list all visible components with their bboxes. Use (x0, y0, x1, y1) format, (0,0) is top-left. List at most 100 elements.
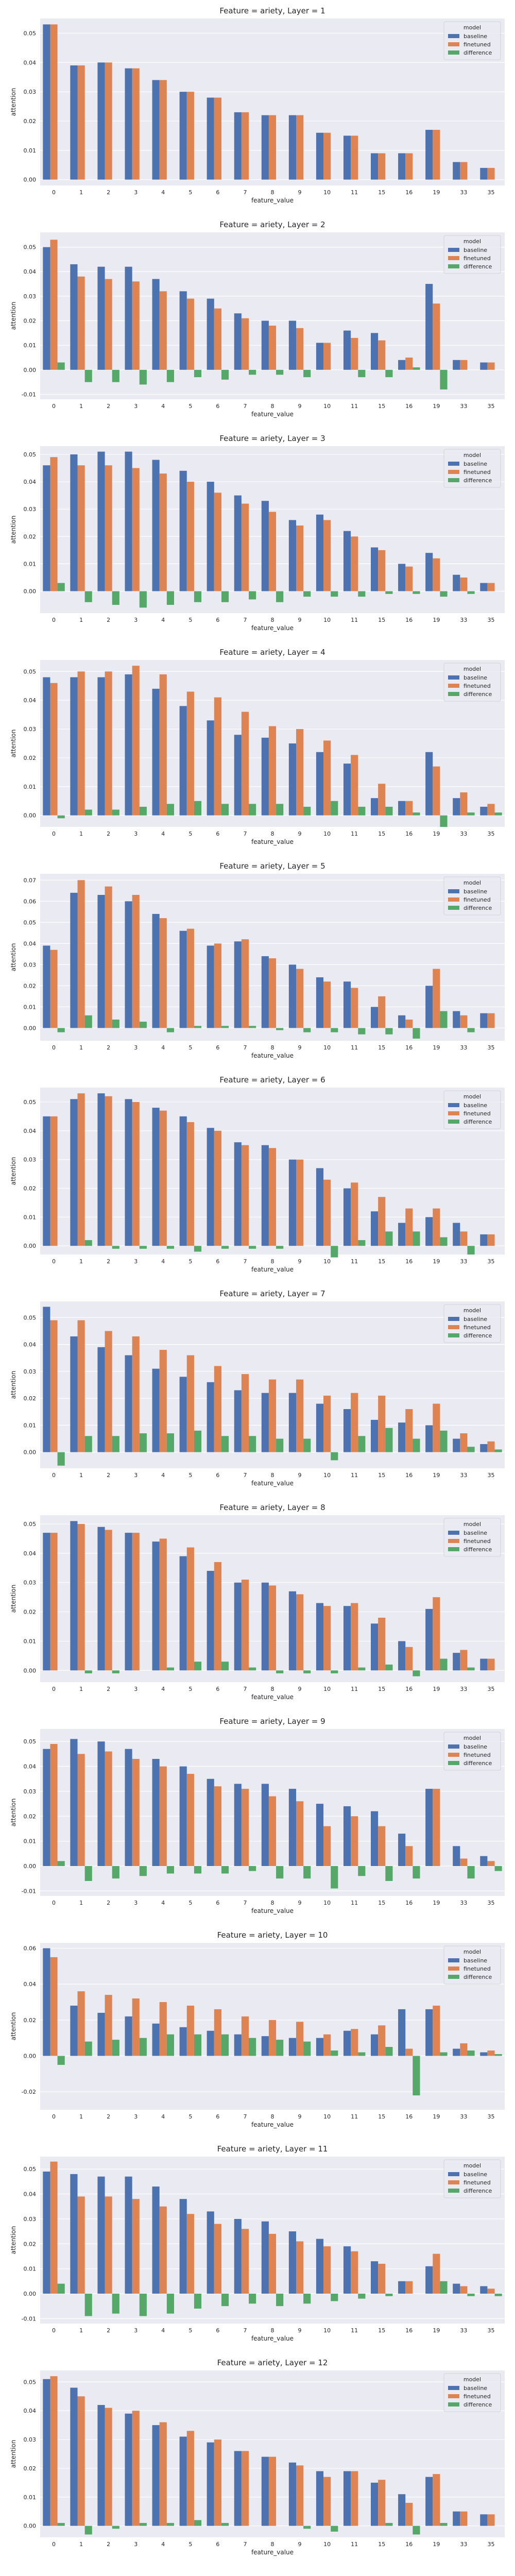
bar-difference (303, 2293, 311, 2304)
x-tick-label: 3 (134, 617, 138, 623)
x-tick-label: 1 (79, 189, 83, 196)
x-tick-label: 33 (460, 1472, 467, 1479)
bar-finetuned (296, 1594, 304, 1671)
chart-panel: Feature = ariety, Layer = 7 0.00 0.01 0.02 0… (0, 1287, 515, 1497)
bar-difference (303, 1670, 311, 1673)
x-tick-label: 2 (107, 189, 110, 196)
bar-finetuned (132, 1336, 140, 1452)
legend-title: model (464, 1948, 481, 1955)
bar-finetuned (50, 1320, 58, 1452)
bar-difference (194, 1246, 202, 1252)
bar-finetuned (405, 1409, 413, 1452)
bar-chart: Feature = ariety, Layer = 12 0.00 0.01 0.02… (10, 2358, 505, 2556)
bar-difference (194, 1866, 202, 1874)
x-tick-label: 9 (298, 1900, 302, 1906)
bar-baseline (453, 574, 460, 591)
x-tick-label: 16 (405, 617, 413, 623)
y-tick-label: 0.03 (24, 961, 37, 968)
x-tick-label: 33 (460, 1900, 467, 1906)
bar-finetuned (296, 1379, 304, 1452)
x-tick-label: 16 (405, 2327, 413, 2334)
bar-finetuned (323, 343, 331, 370)
bar-finetuned (241, 2229, 249, 2294)
legend-swatch-baseline (448, 1531, 459, 1535)
legend-swatch-difference (448, 264, 459, 268)
x-tick-label: 4 (161, 1472, 165, 1479)
bar-difference (221, 2293, 229, 2307)
bar-difference (84, 1866, 92, 1881)
bar-baseline (453, 162, 460, 180)
x-tick-label: 5 (188, 831, 192, 837)
bar-baseline (261, 1784, 269, 1866)
bar-difference (358, 806, 366, 816)
bar-baseline (43, 1116, 50, 1246)
bar-difference (194, 2034, 202, 2056)
x-tick-label: 4 (161, 189, 165, 196)
x-tick-label: 15 (378, 1900, 385, 1906)
bar-difference (413, 1438, 420, 1452)
chart-title: Feature = ariety, Layer = 11 (217, 2144, 328, 2154)
bar-baseline (480, 2514, 488, 2526)
bar-difference (276, 1438, 284, 1452)
y-tick-label: 0.04 (24, 2408, 37, 2414)
bar-finetuned (241, 2016, 249, 2056)
x-tick-label: 6 (216, 1472, 219, 1479)
bar-difference (221, 1662, 229, 1671)
bar-finetuned (405, 801, 413, 816)
x-tick-label: 16 (405, 831, 413, 837)
bar-difference (358, 1028, 366, 1035)
legend-entry-difference: difference (464, 1332, 492, 1339)
x-tick-label: 1 (79, 403, 83, 410)
bar-difference (194, 369, 202, 378)
bar-baseline (480, 1856, 488, 1866)
bar-finetuned (351, 1603, 358, 1671)
bar-difference (358, 1240, 366, 1246)
bar-difference (249, 2038, 256, 2056)
bar-baseline (43, 945, 50, 1028)
legend-swatch-difference (448, 2189, 459, 2193)
y-tick-label: 0.06 (24, 898, 37, 905)
bar-finetuned (378, 153, 386, 180)
legend-swatch-finetuned (448, 1539, 459, 1543)
legend-swatch-baseline (448, 462, 459, 466)
bar-difference (276, 1866, 284, 1879)
chart-panel: Feature = ariety, Layer = 3 0.00 0.01 0.02 0… (0, 432, 515, 641)
bar-finetuned (487, 1013, 495, 1028)
y-tick-label: 0.01 (24, 2494, 37, 2501)
x-tick-label: 3 (134, 189, 138, 196)
bar-baseline (316, 2471, 324, 2526)
bar-baseline (234, 1784, 242, 1866)
x-tick-label: 10 (323, 831, 331, 837)
bar-chart: Feature = ariety, Layer = 1 0.00 0.01 0.02 0… (10, 6, 505, 204)
bar-baseline (179, 1766, 187, 1866)
bar-baseline (288, 2038, 296, 2056)
bar-baseline (425, 1789, 433, 1866)
bar-baseline (97, 1093, 105, 1246)
x-tick-label: 10 (323, 1044, 331, 1051)
bar-difference (276, 2040, 284, 2056)
bar-difference (221, 591, 229, 602)
x-tick-label: 4 (161, 617, 165, 623)
bar-difference (112, 2040, 119, 2056)
x-tick-label: 33 (460, 617, 467, 623)
legend-swatch-baseline (448, 2386, 459, 2390)
bar-finetuned (323, 981, 331, 1028)
bar-difference (385, 2523, 393, 2526)
x-tick-label: 8 (271, 1900, 274, 1906)
bar-difference (84, 1670, 92, 1673)
bar-difference (166, 2293, 174, 2314)
bar-chart: Feature = ariety, Layer = 7 0.00 0.01 0.02 0… (10, 1289, 505, 1487)
bar-difference (413, 2056, 420, 2096)
bar-finetuned (378, 996, 386, 1028)
legend-swatch-baseline (448, 675, 459, 680)
bar-finetuned (77, 1320, 85, 1452)
legend-entry-baseline: baseline (464, 2385, 487, 2392)
bar-baseline (261, 320, 269, 370)
bar-baseline (398, 801, 406, 816)
bar-chart: Feature = ariety, Layer = 4 0.00 0.01 0.02 0… (10, 648, 505, 845)
x-tick-label: 1 (79, 2327, 83, 2334)
y-tick-label: 0.05 (24, 668, 37, 675)
bar-difference (112, 1436, 119, 1452)
x-tick-label: 15 (378, 403, 385, 410)
